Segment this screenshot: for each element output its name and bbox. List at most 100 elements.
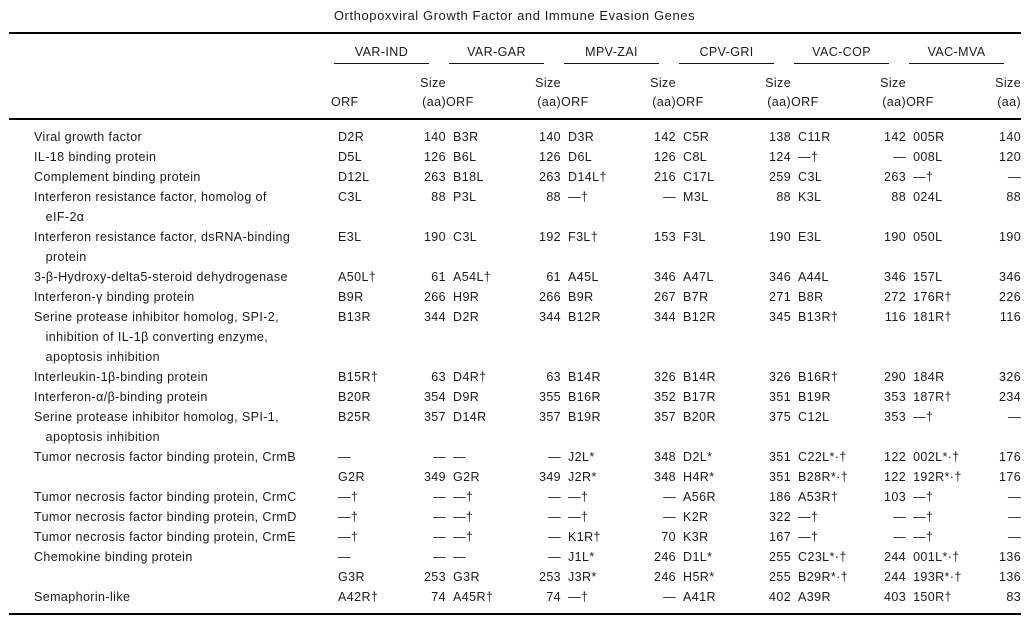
gene-name: Serine protease inhibitor homolog, SPI-1… [34,410,280,444]
orf-cell: D14L† [568,170,607,184]
table-row: Interferon resistance factor, dsRNA-bind… [9,227,1021,267]
size-cell: 357 [538,410,562,424]
virus-name: MPV-ZAI [585,45,638,59]
row-label-subheader [9,65,331,120]
gene-name: Interferon resistance factor, dsRNA-bind… [34,230,291,264]
size-cell: 186 [768,490,792,504]
orf-cell: 050L [913,230,943,244]
size-cell: 116 [884,310,907,324]
table-row: Interleukin-1β-binding protein B15R† 63 D4R… [9,367,1021,387]
orf-cell: 187R† [913,390,952,404]
size-column-header: Size (aa) [630,65,677,120]
orf-cell: B3R [453,130,479,144]
virus-header-underline [794,63,890,64]
orf-cell: B20R [683,410,716,424]
orf-cell: D1L* [683,550,713,564]
orf-cell: E3L [338,230,362,244]
orf-cell: B12R [568,310,601,324]
orf-cell: 008L [913,150,943,164]
size-cell: 352 [653,390,677,404]
orf-cell: B13R† [798,310,839,324]
orf-cell: —† [913,510,934,524]
size-cell: 88 [546,190,562,204]
orf-cell: —† [913,170,934,184]
size-cell: 61 [431,270,447,284]
size-cell: — [548,450,562,464]
size-cell: 346 [768,270,792,284]
gene-name: Viral growth factor [34,130,143,144]
orf-cell: K2R [683,510,709,524]
orf-cell: D5L [338,150,363,164]
orf-cell: E3L [798,230,822,244]
orf-cell: C12L [798,410,830,424]
size-cell: 266 [538,290,562,304]
size-cell: 142 [653,130,677,144]
size-cell: 190 [999,230,1022,244]
orf-cell: —† [798,530,819,544]
orf-cell: —† [453,510,474,524]
orf-cell: B14R [683,370,716,384]
table-row: Serine protease inhibitor homolog, SPI-2… [9,307,1021,367]
gene-name: Interferon-α/β-binding protein [34,390,208,404]
gene-name: IL-18 binding protein [34,150,157,164]
size-cell: 63 [431,370,447,384]
subheader-row: ORF Size (aa) ORF Size (aa) ORF Size (aa) ORF S… [9,65,1022,120]
size-cell: — [1008,410,1022,424]
gene-name: Complement binding protein [34,170,201,184]
size-cell: 140 [999,130,1022,144]
orf-cell: D2R [453,310,480,324]
size-cell: 348 [653,470,677,484]
orf-cell: B12R [683,310,716,324]
orf-cell: J2L* [568,450,595,464]
size-cell: 353 [884,410,907,424]
size-cell: 263 [423,170,447,184]
orf-column-header: ORF [676,65,746,120]
orf-cell: D9R [453,390,480,404]
gene-name: Interleukin-1β-binding protein [34,370,209,384]
size-cell: 351 [768,470,792,484]
size-cell: 244 [884,570,907,584]
size-cell: 271 [768,290,792,304]
size-cell: 353 [884,390,907,404]
table-row: G3R 253 G3R 253 J3R* 246 H5R* 255 B29R*·† 244 193R… [9,567,1021,587]
orf-cell: 184R [913,370,945,384]
orf-column-header: ORF [906,65,976,120]
size-cell: 88 [1006,190,1022,204]
orf-cell: H5R* [683,570,715,584]
virus-column-header: MPV-ZAI [561,32,677,65]
orf-cell: B25R [338,410,371,424]
orf-cell: B29R*·† [798,570,849,584]
orf-cell: C22L*·† [798,450,847,464]
orf-cell: 157L [913,270,943,284]
size-cell: — [893,530,907,544]
size-column-header: Size (aa) [860,65,907,120]
virus-column-header: VAC-MVA [906,32,1022,65]
size-column-header: Size (aa) [975,65,1022,120]
orf-cell: —† [798,150,819,164]
gene-name [9,567,331,587]
orf-cell: —† [453,530,474,544]
size-cell: 246 [653,570,677,584]
size-cell: 136 [999,570,1022,584]
size-cell: 126 [538,150,562,164]
orf-cell: B17R [683,390,716,404]
orf-cell: — [453,450,466,464]
table-row: Tumor necrosis factor binding protein, C… [9,487,1021,507]
size-cell: 124 [768,150,792,164]
table-row: IL-18 binding protein D5L 126 B6L 126 D6L 126 C… [9,147,1021,167]
size-cell: 351 [768,390,792,404]
orf-cell: —† [561,587,631,615]
virus-header-underline [909,63,1005,64]
virus-name: VAR-GAR [467,45,526,59]
orf-cell: B18L [453,170,484,184]
size-cell: 176 [999,450,1022,464]
orf-cell: A53R† [798,490,839,504]
orf-cell: B15R† [338,370,379,384]
orf-cell: D4R† [453,370,487,384]
orf-cell: B19R [568,410,601,424]
size-cell: 259 [768,170,792,184]
size-cell: 190 [423,230,447,244]
size-cell: — [630,587,677,615]
size-cell: 88 [891,190,907,204]
virus-header-underline [334,63,430,64]
